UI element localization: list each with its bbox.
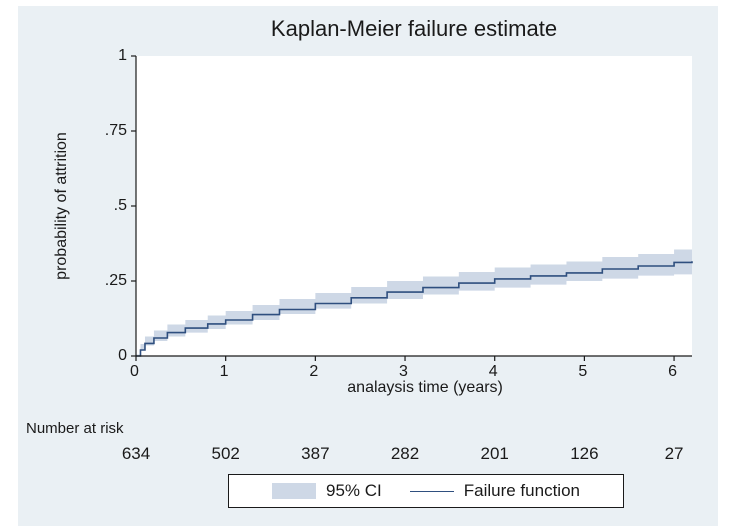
number-at-risk-value: 201 — [475, 444, 515, 464]
y-tick-label: 0 — [118, 347, 127, 365]
number-at-risk-value: 634 — [116, 444, 156, 464]
figure-root: Kaplan-Meier failure estimate probabilit… — [0, 0, 735, 531]
number-at-risk-value: 282 — [385, 444, 425, 464]
x-tick-label: 2 — [309, 363, 318, 381]
legend: 95% CI Failure function — [228, 474, 624, 508]
legend-label: 95% CI — [326, 481, 382, 501]
number-at-risk-value: 387 — [295, 444, 335, 464]
x-tick-label: 0 — [130, 363, 139, 381]
y-tick-label: .25 — [105, 272, 127, 290]
legend-swatch-icon — [272, 483, 316, 499]
x-tick-label: 1 — [220, 363, 229, 381]
y-axis-label: probability of attrition — [53, 132, 71, 280]
y-tick-label: .5 — [114, 197, 127, 215]
x-tick-label: 3 — [399, 363, 408, 381]
legend-line-icon — [410, 491, 454, 492]
chart-title: Kaplan-Meier failure estimate — [136, 16, 692, 42]
number-at-risk-value: 502 — [206, 444, 246, 464]
number-at-risk-value: 27 — [654, 444, 694, 464]
number-at-risk-title: Number at risk — [26, 420, 124, 437]
plot-svg — [136, 56, 692, 356]
x-tick-label: 4 — [489, 363, 498, 381]
y-tick-label: 1 — [118, 47, 127, 65]
x-tick-label: 6 — [668, 363, 677, 381]
legend-label: Failure function — [464, 481, 580, 501]
legend-item: 95% CI — [272, 481, 382, 501]
y-tick-label: .75 — [105, 122, 127, 140]
x-tick-label: 5 — [578, 363, 587, 381]
plot-area — [136, 56, 692, 356]
legend-item: Failure function — [410, 481, 580, 501]
number-at-risk-value: 126 — [564, 444, 604, 464]
x-axis-label: analaysis time (years) — [347, 379, 503, 397]
